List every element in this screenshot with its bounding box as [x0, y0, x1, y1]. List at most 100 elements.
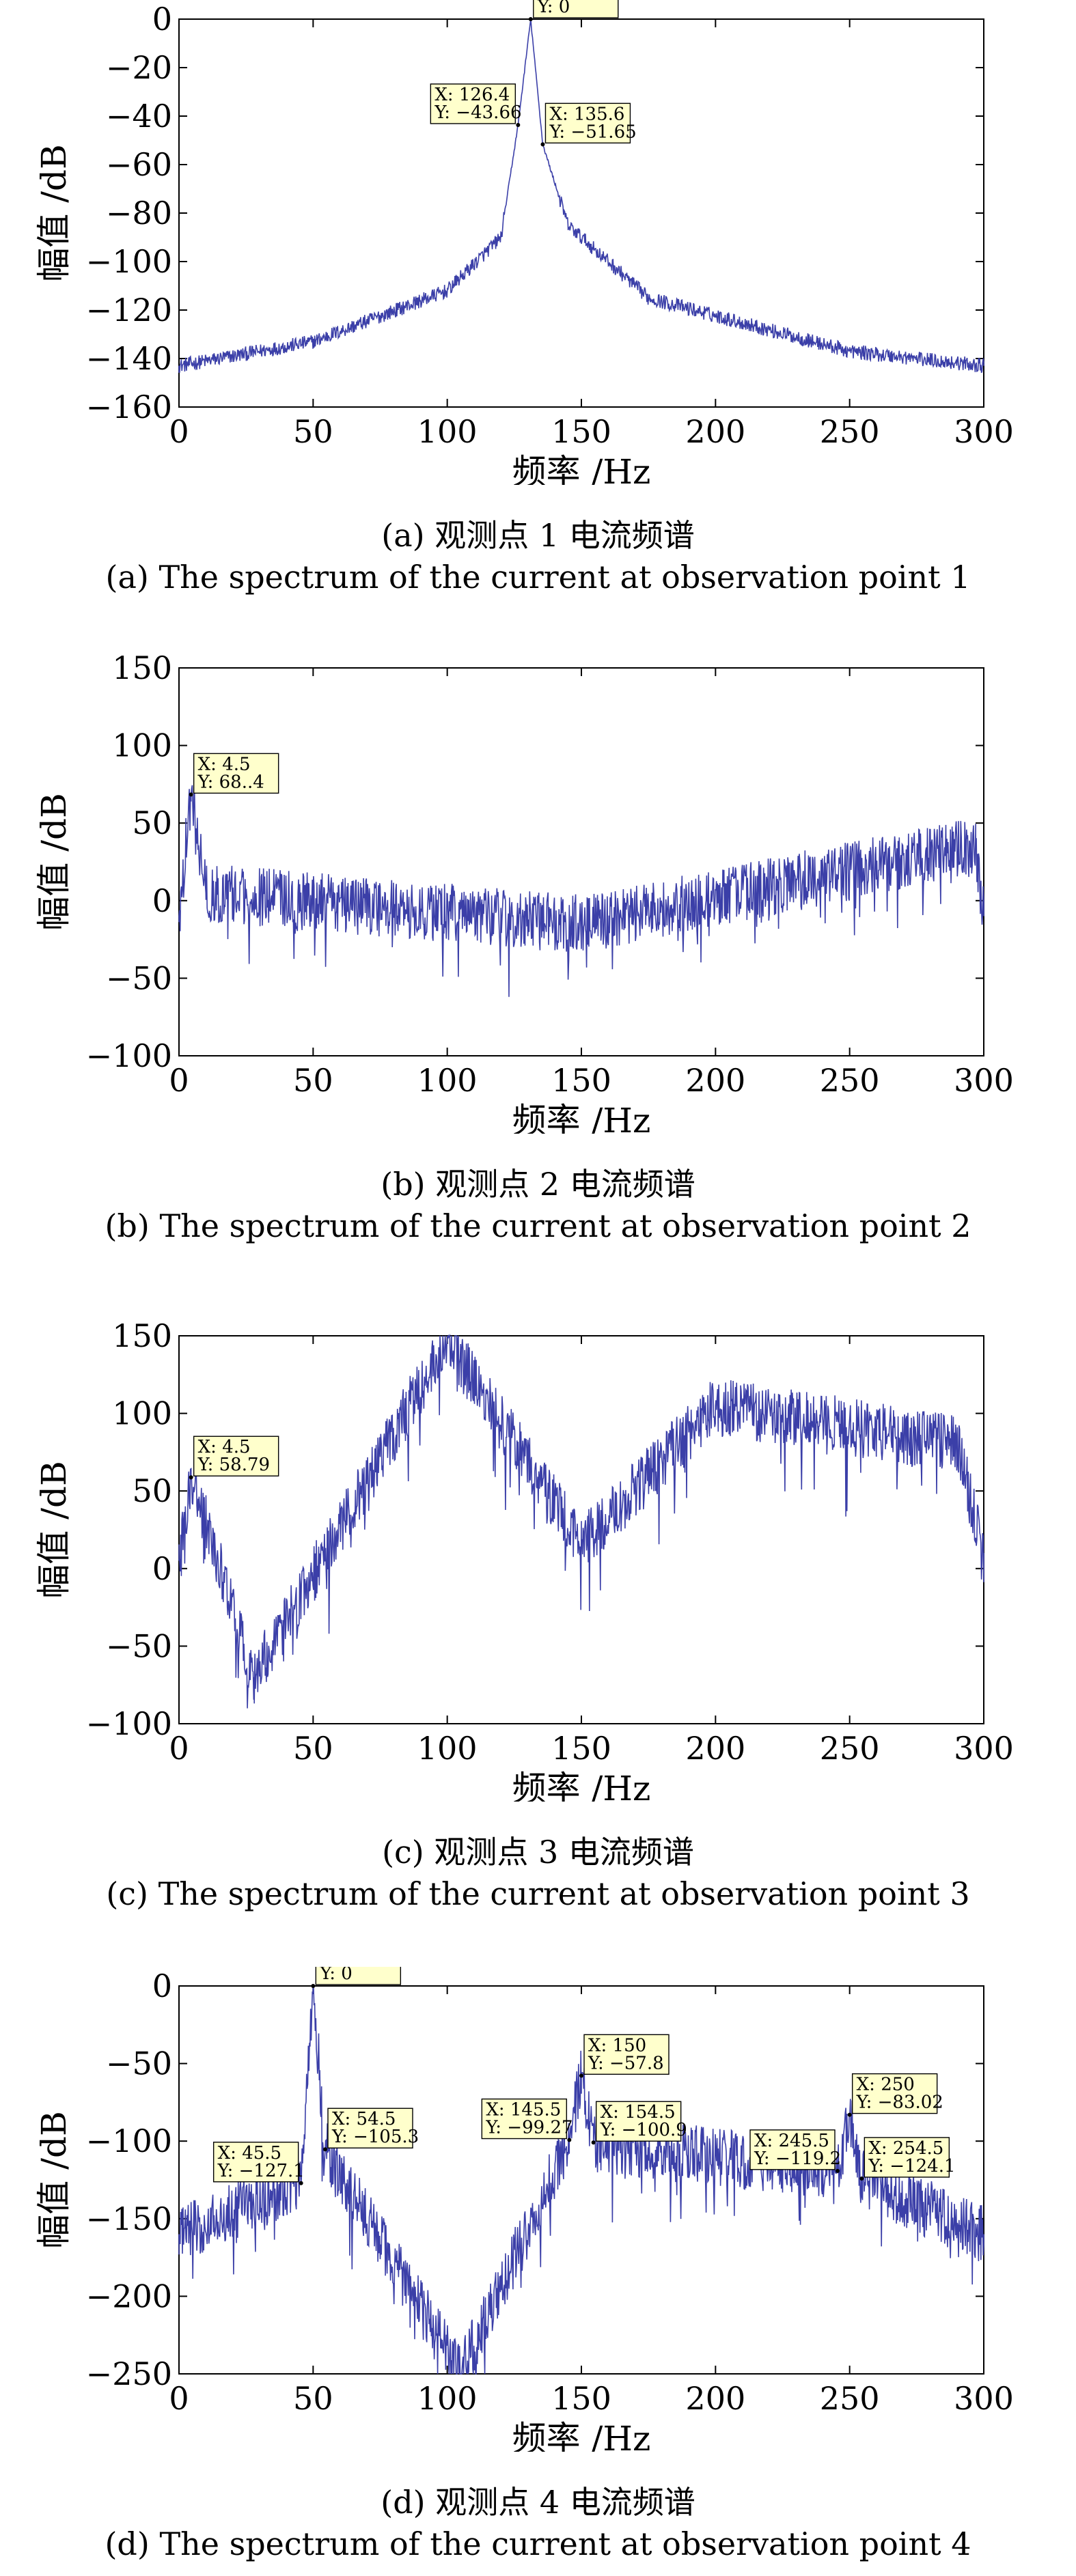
- caption-cn: (d) 观测点 4 电流频谱: [381, 2484, 695, 2521]
- y-axis-label: 幅值 /dB: [34, 793, 74, 931]
- x-tick-label: 0: [169, 2380, 189, 2417]
- spectrum-line: [178, 1333, 984, 1709]
- y-tick-label: 150: [112, 1317, 172, 1354]
- x-tick-label: 250: [820, 1730, 880, 1767]
- datatip-box: [193, 1436, 279, 1476]
- datatip-y: Y: −105.3: [331, 2127, 419, 2147]
- datatip-marker: [323, 2147, 328, 2152]
- datatip-x: X: 150: [588, 2035, 646, 2056]
- y-tick-label: −150: [86, 2200, 172, 2237]
- chart-a: 0 50 100 150 200 250 300 0 −20 −40 −60 −80 −100 −120 −…: [34, 0, 1014, 485]
- spectrum-line: [178, 18, 984, 374]
- x-tick-label: 300: [954, 1730, 1014, 1767]
- datatip-marker: [189, 1475, 193, 1480]
- datatip-box: [327, 2108, 413, 2148]
- x-axis-label: 频率 /Hz: [512, 2419, 651, 2452]
- y-tick-label: −100: [86, 2123, 172, 2159]
- datatip-box: [481, 2098, 568, 2140]
- x-tick-label: 200: [685, 2380, 745, 2417]
- datatip-marker: [311, 1984, 316, 1988]
- x-axis-label: 频率 /Hz: [512, 1769, 651, 1802]
- x-tick-label: 250: [820, 2380, 880, 2417]
- y-tick-label: 0: [152, 1550, 172, 1587]
- chart-c: 0 50 100 150 200 250 300 150 100 50 0 −50 −100 频率 /Hz…: [34, 1317, 1014, 1802]
- x-tick-label: 250: [820, 1062, 880, 1099]
- y-tick-label: 100: [112, 1395, 172, 1432]
- y-tick-label: −160: [86, 389, 172, 425]
- datatip-box: [430, 83, 516, 124]
- y-tick-label: 50: [132, 1472, 172, 1509]
- y-tick-label: −100: [86, 1037, 172, 1074]
- datatip-x: X: 145.5: [486, 2100, 561, 2120]
- datatip-y: Y: 68..4: [197, 772, 264, 792]
- y-tick-label: −50: [106, 1627, 172, 1664]
- x-tick-label: 300: [954, 413, 1014, 450]
- datatip-box: [851, 2073, 938, 2114]
- y-axis-label: 幅值 /dB: [34, 144, 74, 282]
- x-tick-label: 0: [169, 413, 189, 450]
- datatip-y: Y: −99.27: [485, 2118, 573, 2138]
- y-tick-label: −40: [106, 98, 172, 135]
- y-tick-label: −200: [86, 2278, 172, 2314]
- x-tick-label: 300: [954, 2380, 1014, 2417]
- datatip-marker: [859, 2176, 864, 2181]
- x-tick-label: 0: [169, 1730, 189, 1767]
- datatip-y: Y: −127.1: [217, 2161, 305, 2181]
- datatip-marker: [299, 2181, 303, 2185]
- y-tick-label: −20: [106, 49, 172, 86]
- datatip-x: X: 135.6: [549, 104, 624, 124]
- caption-en: (c) The spectrum of the current at obser…: [106, 1875, 970, 1912]
- datatip-marker: [528, 17, 533, 21]
- datatip-marker: [579, 2073, 583, 2078]
- datatip-marker: [516, 122, 521, 127]
- caption-cn: (c) 观测点 3 电流频谱: [382, 1834, 694, 1871]
- datatip-box: [193, 753, 279, 794]
- datatip-y: Y: 0: [319, 1967, 353, 1984]
- y-tick-label: −100: [86, 1705, 172, 1742]
- datatip-marker: [567, 2138, 572, 2142]
- y-tick-label: −140: [86, 340, 172, 377]
- x-tick-label: 200: [685, 1062, 745, 1099]
- datatip-box: [583, 2034, 670, 2075]
- x-tick-label: 150: [551, 413, 611, 450]
- y-tick-label: 50: [132, 804, 172, 841]
- y-tick-label: 150: [112, 649, 172, 686]
- datatip-x: X: 4.5: [198, 1437, 251, 1457]
- y-tick-label: 100: [112, 727, 172, 764]
- x-tick-label: 150: [551, 1062, 611, 1099]
- caption-cn: (b) 观测点 2 电流频谱: [381, 1166, 695, 1203]
- datatip-y: Y: 58.79: [197, 1455, 270, 1475]
- caption-cn: (a) 观测点 1 电流频谱: [381, 517, 695, 554]
- spectrum-line: [178, 785, 984, 997]
- y-tick-label: −50: [106, 960, 172, 996]
- x-tick-label: 300: [954, 1062, 1014, 1099]
- datatip-box: [315, 1967, 402, 1985]
- x-tick-label: 100: [417, 1062, 478, 1099]
- datatip-x: X: 250: [857, 2075, 915, 2095]
- datatip-box: [595, 2101, 682, 2142]
- datatip-box: [212, 2142, 299, 2183]
- caption-en: (a) The spectrum of the current at obser…: [105, 559, 971, 596]
- caption-en: (d) The spectrum of the current at obser…: [105, 2525, 971, 2562]
- plot-frame: [178, 667, 984, 1056]
- datatip-y: Y: −83.02: [856, 2092, 943, 2113]
- y-tick-label: 0: [152, 1968, 172, 2004]
- datatip-y: Y: −51.65: [549, 122, 636, 142]
- datatip-marker: [591, 2140, 596, 2145]
- x-tick-label: 100: [417, 2380, 478, 2417]
- datatip-x: X: 126.4: [434, 85, 510, 105]
- x-tick-label: 50: [293, 1730, 333, 1767]
- datatip-marker: [189, 792, 193, 797]
- datatip-y: Y: 0: [537, 0, 570, 17]
- x-tick-label: 0: [169, 1062, 189, 1099]
- x-tick-label: 150: [551, 2380, 611, 2417]
- caption-en: (b) The spectrum of the current at obser…: [105, 1207, 971, 1244]
- chart-d: 0 50 100 150 200 250 300 0 −50 −100 −150 −200 −250 频率…: [34, 1967, 1014, 2452]
- y-axis-label: 幅值 /dB: [34, 1461, 74, 1599]
- y-axis-label: 幅值 /dB: [34, 2111, 74, 2249]
- datatip-y: Y: −43.66: [434, 102, 521, 123]
- y-tick-label: −60: [106, 146, 172, 183]
- datatip-box: [533, 0, 619, 18]
- x-tick-label: 50: [293, 1062, 333, 1099]
- y-tick-label: 0: [152, 882, 172, 919]
